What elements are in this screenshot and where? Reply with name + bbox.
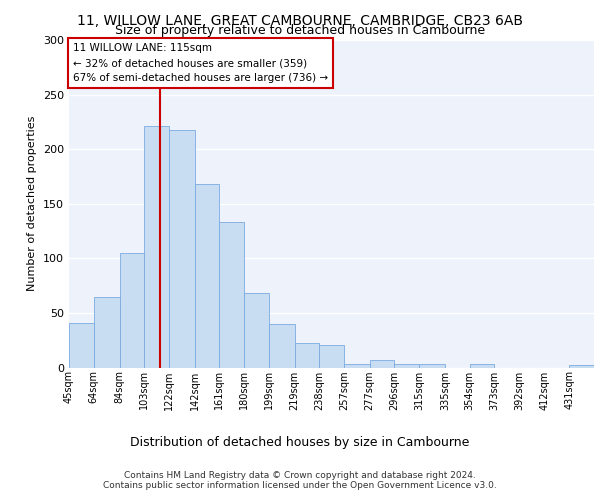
Text: Size of property relative to detached houses in Cambourne: Size of property relative to detached ho… [115, 24, 485, 37]
Bar [94, 296, 119, 368]
Bar [569, 366, 594, 368]
Text: Distribution of detached houses by size in Cambourne: Distribution of detached houses by size … [130, 436, 470, 449]
Y-axis label: Number of detached properties: Number of detached properties [28, 116, 37, 292]
Bar [344, 364, 370, 368]
Bar [269, 324, 295, 368]
Bar [220, 222, 244, 368]
Text: 11, WILLOW LANE, GREAT CAMBOURNE, CAMBRIDGE, CB23 6AB: 11, WILLOW LANE, GREAT CAMBOURNE, CAMBRI… [77, 14, 523, 28]
Text: Contains public sector information licensed under the Open Government Licence v3: Contains public sector information licen… [103, 482, 497, 490]
Bar [119, 253, 144, 368]
Bar [295, 344, 319, 367]
Bar [470, 364, 494, 368]
Bar [244, 294, 269, 368]
Bar [195, 184, 220, 368]
Bar [394, 364, 419, 368]
Bar [370, 360, 394, 368]
Bar [419, 364, 445, 368]
Bar [69, 322, 94, 368]
Text: 11 WILLOW LANE: 115sqm
← 32% of detached houses are smaller (359)
67% of semi-de: 11 WILLOW LANE: 115sqm ← 32% of detached… [73, 44, 328, 83]
Bar [144, 126, 169, 368]
Bar [169, 130, 195, 368]
Bar [319, 344, 344, 368]
Text: Contains HM Land Registry data © Crown copyright and database right 2024.: Contains HM Land Registry data © Crown c… [124, 472, 476, 480]
